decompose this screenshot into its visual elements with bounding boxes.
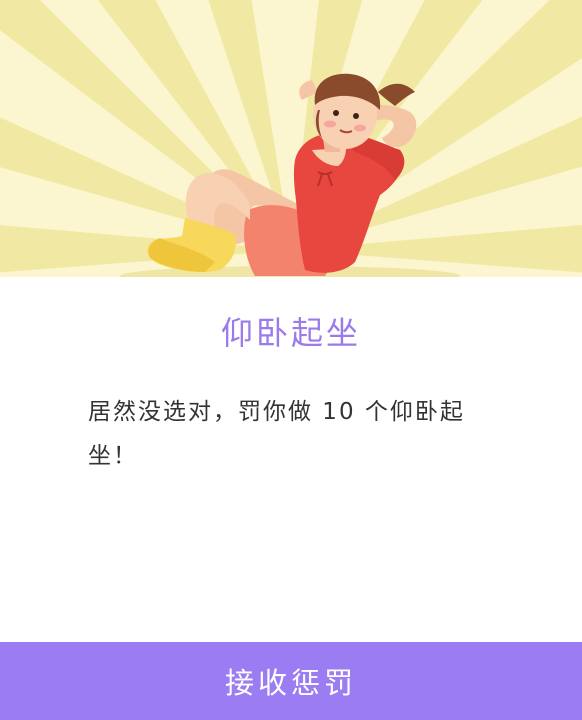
- situp-illustration-icon: [0, 0, 582, 277]
- dialog-title: 仰卧起坐: [220, 314, 361, 352]
- hero-illustration: [0, 0, 582, 277]
- accept-punishment-button[interactable]: 接收惩罚: [0, 642, 582, 720]
- dialog-message: 居然没选对，罚你做 10 个仰卧起坐！: [88, 399, 465, 469]
